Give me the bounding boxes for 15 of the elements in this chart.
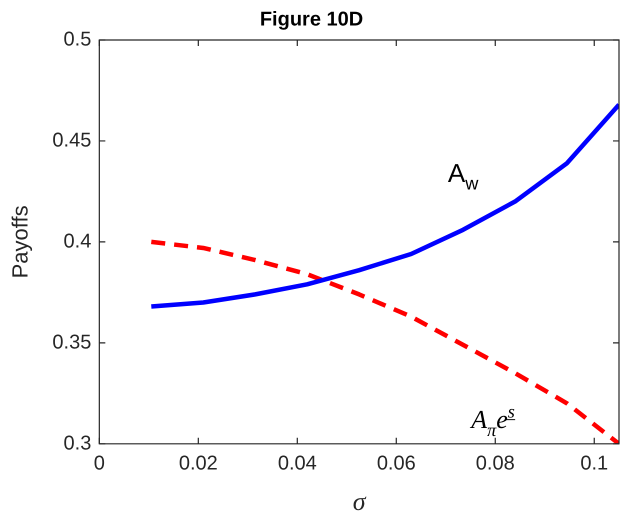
chart-title: Figure 10D — [260, 8, 364, 31]
y-tick-label: 0.35 — [52, 331, 92, 354]
y-tick-label: 0.5 — [64, 28, 92, 51]
y-tick-label: 0.3 — [64, 432, 92, 454]
line-series — [149, 240, 619, 444]
x-tick-label: 0.1 — [580, 452, 608, 474]
x-tick-label: 0.06 — [376, 452, 416, 474]
y-tick-label: 0.4 — [64, 230, 92, 252]
x-tick-label: 0 — [94, 452, 105, 474]
x-tick-label: 0.04 — [278, 452, 317, 474]
y-tick-label: 0.45 — [52, 129, 92, 152]
x-axis-title: σ — [352, 487, 367, 516]
x-tick-label: 0.08 — [476, 452, 515, 474]
y-axis-title: Payoffs — [7, 205, 32, 278]
x-tick-label: 0.02 — [178, 452, 218, 474]
